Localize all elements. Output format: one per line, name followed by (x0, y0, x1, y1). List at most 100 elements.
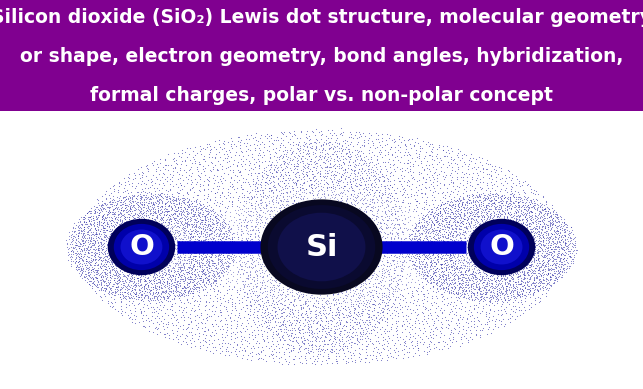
Point (345, 342, 356, 348)
Point (327, 223, 337, 229)
Point (497, 252, 507, 258)
Point (473, 208, 483, 214)
Point (185, 278, 195, 284)
Point (556, 257, 566, 263)
Point (332, 269, 342, 275)
Point (187, 185, 197, 191)
Point (154, 321, 164, 327)
Point (373, 338, 383, 344)
Point (518, 187, 528, 193)
Point (126, 292, 136, 298)
Point (126, 232, 136, 238)
Point (303, 317, 313, 324)
Point (431, 315, 441, 321)
Point (250, 200, 260, 207)
Point (158, 163, 168, 170)
Point (485, 219, 496, 226)
Point (433, 259, 443, 265)
Point (514, 216, 524, 222)
Point (398, 266, 408, 272)
Point (359, 300, 369, 306)
Point (471, 281, 482, 287)
Point (316, 132, 327, 138)
Point (341, 329, 352, 336)
Point (116, 202, 126, 208)
Point (130, 284, 140, 290)
Point (514, 213, 525, 219)
Point (334, 141, 345, 147)
Point (128, 256, 138, 263)
Point (568, 247, 579, 253)
Point (257, 219, 267, 225)
Point (141, 195, 152, 201)
Point (357, 249, 367, 255)
Point (514, 177, 524, 184)
Point (183, 196, 194, 203)
Point (445, 251, 455, 257)
Point (359, 193, 369, 199)
Point (481, 245, 491, 251)
Point (238, 270, 248, 276)
Point (448, 211, 458, 217)
Point (557, 225, 567, 231)
Point (388, 293, 399, 299)
Point (444, 255, 455, 261)
Point (506, 284, 516, 290)
Point (253, 350, 263, 356)
Point (511, 306, 521, 312)
Point (98, 210, 109, 217)
Point (212, 215, 222, 221)
Point (508, 289, 518, 296)
Point (449, 299, 459, 305)
Point (118, 194, 128, 200)
Point (143, 219, 154, 225)
Point (482, 218, 492, 224)
Point (311, 215, 321, 221)
Point (188, 205, 199, 211)
Point (156, 220, 166, 226)
Point (291, 227, 302, 233)
Point (336, 130, 347, 137)
Point (275, 255, 285, 261)
Point (421, 175, 431, 182)
Point (309, 277, 319, 284)
Point (146, 179, 156, 186)
Point (489, 226, 499, 233)
Point (486, 210, 496, 216)
Point (408, 284, 419, 290)
Point (325, 233, 335, 240)
Point (485, 179, 496, 185)
Point (313, 169, 323, 175)
Point (346, 256, 356, 262)
Point (385, 326, 395, 333)
Point (522, 224, 532, 230)
Point (360, 331, 370, 337)
Point (160, 209, 170, 215)
Point (193, 218, 203, 224)
Point (260, 257, 270, 263)
Point (395, 203, 406, 209)
Point (269, 304, 280, 310)
Point (156, 243, 167, 249)
Point (548, 215, 559, 221)
Point (312, 346, 323, 352)
Point (266, 135, 276, 141)
Point (151, 256, 161, 262)
Point (484, 269, 494, 275)
Point (414, 217, 424, 223)
Point (370, 271, 381, 277)
Point (236, 226, 246, 232)
Point (464, 192, 475, 198)
Point (541, 230, 551, 236)
Point (477, 198, 487, 204)
Point (147, 313, 157, 319)
Point (369, 152, 379, 159)
Point (416, 258, 426, 265)
Point (420, 264, 430, 270)
Point (276, 354, 287, 361)
Point (232, 321, 242, 327)
Point (505, 278, 516, 284)
Point (566, 237, 577, 243)
Point (167, 212, 177, 218)
Point (408, 261, 418, 267)
